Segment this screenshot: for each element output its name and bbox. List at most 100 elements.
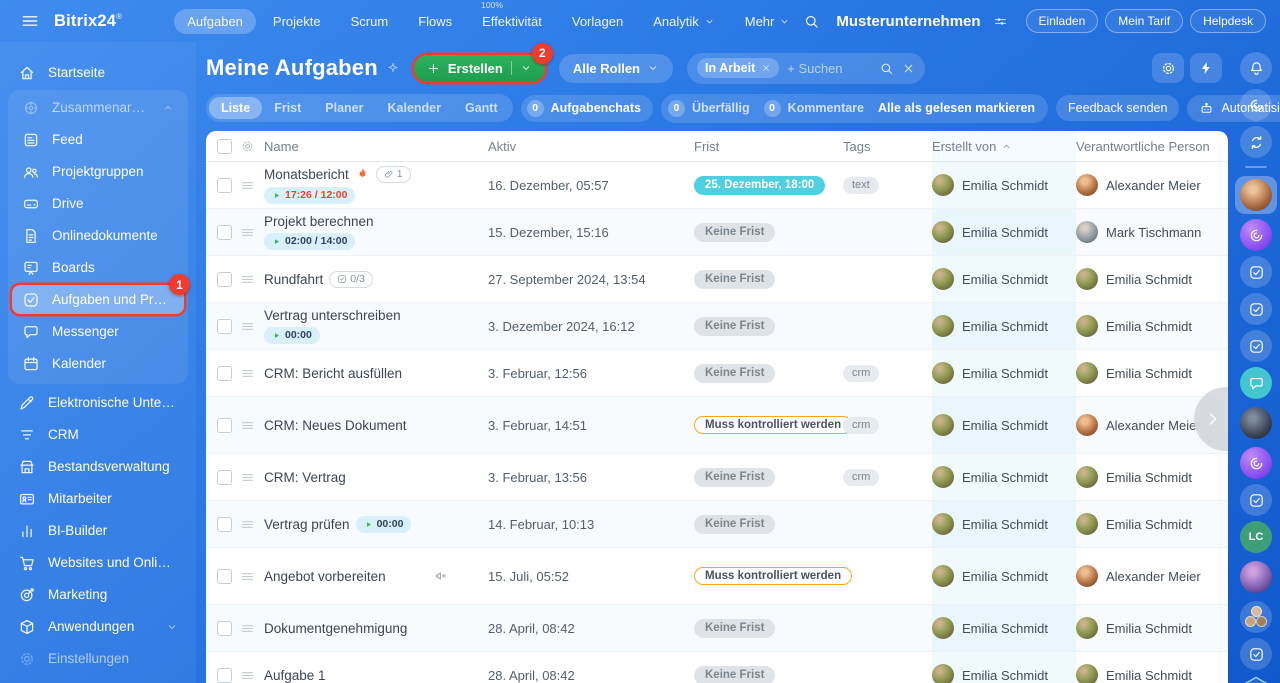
person-name[interactable]: Emilia Schmidt [962,620,1048,636]
drag-handle-icon[interactable] [240,256,264,302]
row-checkbox[interactable] [217,365,232,381]
person-name[interactable]: Emilia Schmidt [1106,318,1192,334]
view-tab-kalender[interactable]: Kalender [387,101,442,115]
automation-rules-button[interactable]: Automatisierungsregeln [1187,94,1280,122]
table-row[interactable]: Aufgabe 1 28. April, 08:42 Keine Frist Emil… [206,652,1228,683]
row-checkbox[interactable] [217,667,232,683]
row-checkbox[interactable] [217,568,232,584]
topbar-button-helpdesk[interactable]: Helpdesk [1190,9,1267,33]
task-name[interactable]: CRM: Vertrag [264,469,346,485]
column-header-frist[interactable]: Frist [694,138,720,154]
deadline-badge[interactable]: Keine Frist [694,665,776,683]
drag-handle-icon[interactable] [240,209,264,255]
table-row[interactable]: Dokumentgenehmigung 28. April, 08:42 Keine… [206,605,1228,652]
person-name[interactable]: Alexander Meier [1106,568,1201,584]
tag-pill[interactable]: crm [843,468,880,486]
sidebar-item-zusammenarbeit[interactable]: Zusammenarbeit [12,93,184,122]
company-name[interactable]: Musterunternehmen [836,12,981,30]
drag-handle-icon[interactable] [240,548,264,604]
sidebar-item-kalender[interactable]: Kalender [12,349,184,378]
sidebar-item-feed[interactable]: Feed [12,125,184,154]
task-search-input[interactable]: In Arbeit + Suchen [687,52,925,84]
copilot-icon[interactable] [1240,89,1272,121]
deadline-badge[interactable]: Keine Frist [694,467,776,487]
chevron-down-icon[interactable] [520,62,532,74]
person-name[interactable]: Alexander Meier [1106,417,1201,433]
table-row[interactable]: Vertrag prüfen 00:00 14. Februar, 10:13 Kei… [206,501,1228,548]
topbar-tab-analytik[interactable]: Analytik [640,9,728,34]
sidebar-item-drive[interactable]: Drive [12,189,184,218]
drag-handle-icon[interactable] [240,652,264,683]
person-name[interactable]: Emilia Schmidt [1106,620,1192,636]
row-checkbox[interactable] [217,177,232,193]
sidebar-item-anwendungen[interactable]: Anwendungen [8,612,188,641]
roles-dropdown[interactable]: Alle Rollen [558,53,673,83]
person-name[interactable]: Emilia Schmidt [1106,365,1192,381]
pin-icon[interactable] [386,61,400,75]
column-header-aktiv[interactable]: Aktiv [488,138,517,154]
chat-icon[interactable] [1240,367,1272,399]
sidebar-item-marketing[interactable]: Marketing [8,580,188,609]
person-name[interactable]: Emilia Schmidt [962,224,1048,240]
rail-avatar[interactable] [1235,176,1277,214]
deadline-badge[interactable]: Keine Frist [694,514,776,534]
task-name[interactable]: Vertrag unterschreiben [264,307,401,323]
task-name[interactable]: Dokumentgenehmigung [264,620,408,636]
task-check-icon[interactable] [1240,293,1272,325]
row-checkbox[interactable] [217,516,232,532]
columns-settings-icon[interactable] [240,139,255,154]
topbar-tab-vorlagen[interactable]: Vorlagen [571,13,624,29]
sidebar-item-projektgruppen[interactable]: Projektgruppen [12,157,184,186]
column-header-verantwortliche-person[interactable]: Verantwortliche Person [1076,138,1210,154]
sidebar-item-messenger[interactable]: Messenger [12,317,184,346]
sidebar-item-bi-builder[interactable]: BI-Builder [8,516,188,545]
sidebar-item-boards[interactable]: Boards [12,253,184,282]
column-header-name[interactable]: Name [264,138,299,154]
create-task-button[interactable]: Erstellen [413,54,545,82]
row-checkbox[interactable] [217,620,232,636]
topbar-tab-scrum[interactable]: Scrum [350,13,389,29]
comments-counter[interactable]: 0 Kommentare [760,97,874,120]
rail-hex-of[interactable]: OF [1240,675,1272,683]
sidebar-item-bestandsverwaltung[interactable]: Bestandsverwaltung [8,452,188,481]
copilot-icon[interactable] [1240,219,1272,251]
person-name[interactable]: Mark Tischmann [1106,224,1202,240]
timer-chip[interactable]: 00:00 [355,515,412,533]
deadline-badge[interactable]: Keine Frist [694,222,776,242]
table-row[interactable]: Angebot vorbereiten 15. Juli, 05:52 Muss k… [206,548,1228,605]
person-name[interactable]: Emilia Schmidt [1106,469,1192,485]
sliders-icon[interactable] [993,14,1008,29]
search-icon[interactable] [803,13,820,30]
topbar-tab-flows[interactable]: Flows [418,13,453,29]
person-name[interactable]: Emilia Schmidt [962,365,1048,381]
drag-handle-icon[interactable] [240,350,264,396]
person-name[interactable]: Emilia Schmidt [962,177,1048,193]
search-icon[interactable] [879,61,894,76]
overdue-counter[interactable]: 0 Überfällig [664,97,760,120]
task-name[interactable]: Aufgabe 1 [264,667,326,683]
sidebar-item-crm[interactable]: CRM [8,420,188,449]
table-row[interactable]: CRM: Neues Dokument 3. Februar, 14:51 Muss… [206,397,1228,454]
table-row[interactable]: CRM: Bericht ausfüllen 3. Februar, 12:56 K… [206,350,1228,397]
view-settings-button[interactable] [1152,53,1184,83]
topbar-tab-effektivität[interactable]: 100% Effektivität [481,0,542,29]
table-row[interactable]: Vertrag unterschreiben 00:00 3. Dezember 2… [206,303,1228,350]
table-row[interactable]: Monatsbericht 1 17:26 / 12:00 16. Dezember,… [206,162,1228,209]
person-name[interactable]: Emilia Schmidt [962,417,1048,433]
deadline-badge[interactable]: 25. Dezember, 18:00 [694,175,826,195]
deadline-badge[interactable]: Keine Frist [694,363,776,383]
sidebar-item-elektronische-untersc[interactable]: Elektronische Untersc... [8,388,188,417]
menu-icon[interactable] [20,11,40,31]
task-name[interactable]: Projekt berechnen [264,213,374,229]
sidebar-item-mitarbeiter[interactable]: Mitarbeiter [8,484,188,513]
person-name[interactable]: Emilia Schmidt [962,469,1048,485]
tag-pill[interactable]: text [843,176,879,194]
topbar-tab-aufgaben[interactable]: Aufgaben [174,8,256,34]
task-name[interactable]: Vertrag prüfen [264,516,350,532]
row-checkbox[interactable] [217,271,232,287]
person-name[interactable]: Emilia Schmidt [962,271,1048,287]
sync-icon[interactable] [1240,126,1272,158]
person-name[interactable]: Emilia Schmidt [1106,667,1192,683]
column-header-tags[interactable]: Tags [843,138,871,154]
row-checkbox[interactable] [217,417,232,433]
